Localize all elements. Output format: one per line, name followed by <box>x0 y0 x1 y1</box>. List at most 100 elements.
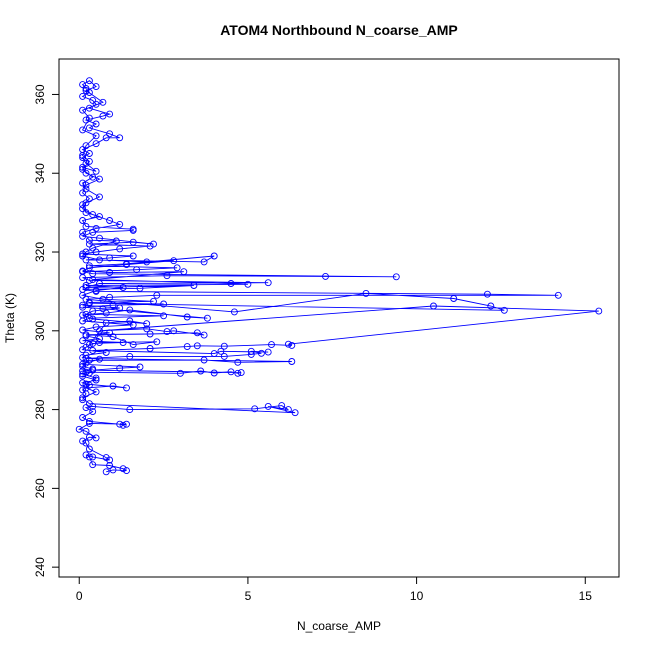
data-point <box>89 339 97 347</box>
data-point <box>92 323 100 331</box>
data-point <box>109 333 117 341</box>
data-point <box>116 420 124 428</box>
data-point <box>200 356 208 364</box>
data-point <box>89 173 97 181</box>
data-point <box>82 159 90 167</box>
data-point <box>89 408 97 416</box>
data-point <box>79 317 87 325</box>
data-point <box>79 189 87 197</box>
data-point <box>79 372 87 380</box>
data-point <box>200 258 208 266</box>
data-point <box>85 400 93 408</box>
data-point <box>220 342 228 350</box>
data-point <box>170 327 178 335</box>
data-point <box>96 280 103 287</box>
data-point <box>237 369 245 377</box>
data-point <box>92 224 100 232</box>
data-point <box>284 406 292 414</box>
data-point <box>500 306 508 314</box>
data-point <box>257 349 265 357</box>
data-point <box>89 276 97 284</box>
data-point <box>85 433 93 441</box>
data-point <box>119 465 127 473</box>
data-point <box>92 287 100 295</box>
data-point <box>112 237 120 245</box>
data-point <box>102 349 110 356</box>
data-point <box>264 279 272 287</box>
data-point <box>79 346 87 354</box>
data-point <box>106 329 114 337</box>
data-point <box>136 284 144 292</box>
data-point <box>82 199 90 207</box>
data-point <box>85 445 93 453</box>
data-point <box>193 329 201 337</box>
x-axis: 0 5 10 15 <box>76 576 592 603</box>
data-point <box>102 454 110 462</box>
data-point <box>170 257 178 265</box>
data-point <box>99 98 107 106</box>
data-point <box>79 370 87 378</box>
y-tick-label: 360 <box>33 84 47 104</box>
data-point <box>106 293 114 301</box>
data-point <box>92 388 100 396</box>
data-point <box>106 456 114 464</box>
data-point <box>96 175 103 183</box>
data-point <box>79 367 87 375</box>
data-point <box>85 77 93 85</box>
data-point <box>106 130 114 138</box>
data-point <box>82 310 90 318</box>
data-point <box>123 384 130 392</box>
data-point <box>82 169 90 177</box>
data-point <box>210 369 218 377</box>
data-point <box>89 228 97 236</box>
data-point <box>89 96 97 104</box>
data-point <box>106 462 114 469</box>
data-point <box>79 250 87 258</box>
data-point <box>89 307 97 315</box>
data-point <box>82 390 90 398</box>
data-point <box>217 347 225 355</box>
data-point <box>79 379 87 387</box>
series-line <box>78 80 599 473</box>
data-point <box>92 167 100 175</box>
data-point <box>75 425 83 433</box>
data-point <box>92 140 100 148</box>
data-point <box>244 280 252 288</box>
data-point <box>85 157 93 165</box>
data-point <box>85 264 93 272</box>
data-point <box>183 343 191 351</box>
data-point <box>227 368 235 376</box>
data-point <box>92 100 100 108</box>
data-point <box>79 217 87 224</box>
y-tick-label: 240 <box>33 557 47 577</box>
data-point <box>268 341 275 349</box>
data-point <box>79 396 87 404</box>
data-point <box>595 307 603 315</box>
data-point <box>82 404 90 412</box>
data-point <box>82 368 90 376</box>
y-tick-label: 320 <box>33 242 47 262</box>
series-layer <box>75 77 603 476</box>
data-point <box>430 302 437 310</box>
data-point <box>79 81 87 89</box>
data-point <box>79 386 87 394</box>
data-point <box>89 211 97 219</box>
data-point <box>291 409 299 417</box>
data-point <box>85 298 93 306</box>
data-point <box>251 405 259 413</box>
data-point <box>123 467 130 475</box>
data-point <box>102 309 110 317</box>
data-point <box>119 339 127 347</box>
data-point <box>79 291 87 299</box>
data-point <box>82 185 90 193</box>
data-point <box>123 420 130 428</box>
data-point <box>284 340 292 348</box>
data-point <box>234 369 242 377</box>
data-point <box>96 256 103 264</box>
data-point <box>109 382 117 390</box>
data-point <box>129 225 137 233</box>
data-point <box>197 367 205 375</box>
data-point <box>82 142 90 150</box>
data-point <box>79 126 87 134</box>
data-point <box>82 116 90 124</box>
